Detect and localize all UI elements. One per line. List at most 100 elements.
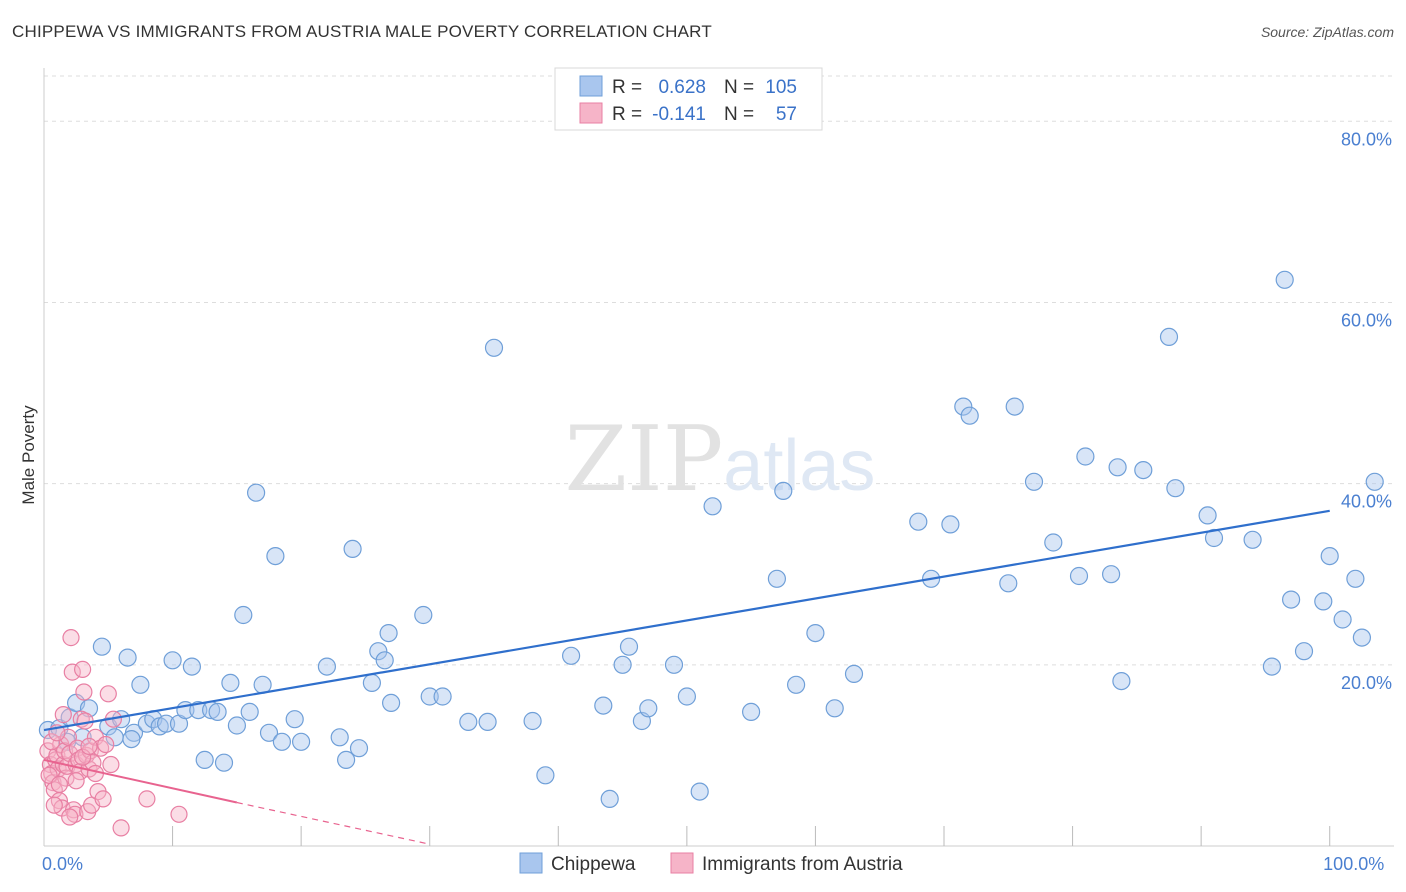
tick-labels: 20.0% 40.0% 60.0% 80.0% 0.0% 100.0% [42,129,1392,874]
austria-point-53 [67,772,85,790]
austria-point-26 [73,660,92,679]
chippewa-point-50 [478,712,497,732]
chippewa-point-9 [118,648,137,667]
chippewa-point-85 [1112,671,1131,691]
bottom-legend-swatch-austria [670,852,694,874]
chippewa-point-79 [1024,472,1044,491]
y-axis-label: Male Poverty [19,405,38,505]
legend-n-value-2: 57 [776,104,797,125]
chippewa-point-40 [349,739,369,758]
series-chippewa [38,270,1384,809]
chippewa-point-38 [337,750,356,770]
chippewa-point-49 [459,712,478,732]
austria-point-17 [62,628,80,647]
chippewa-point-62 [677,687,697,706]
austria-point-52 [61,808,79,826]
y-tick-label-0: 20.0% [1341,673,1392,693]
chippewa-point-5 [92,637,112,656]
legend-swatch-chippewa [579,75,603,97]
austria-point-47 [43,733,61,751]
austria-point-40 [99,685,117,703]
chippewa-point-52 [523,711,542,731]
legend-n-label-1: N = [724,77,754,98]
chippewa-point-67 [774,481,793,500]
chippewa-point-25 [221,673,240,693]
chippewa-point-83 [1101,565,1121,584]
chippewa-point-98 [1333,610,1352,629]
chippewa-point-69 [806,623,825,643]
chippewa-point-33 [272,732,291,751]
chippewa-point-55 [594,696,613,715]
watermark-zip: ZIP [565,407,724,512]
chippewa-point-61 [664,655,684,674]
chippewa-point-34 [285,710,304,729]
legend-n-label-2: N = [724,104,754,125]
chippewa-point-72 [909,512,928,531]
trend-line-chippewa [43,509,1330,732]
chippewa-point-31 [259,723,279,742]
austria-point-50 [50,775,69,794]
chippewa-point-27 [234,605,253,625]
austria-point-45 [170,805,188,823]
austria-point-43 [112,819,130,837]
chippewa-point-21 [195,750,214,770]
chippewa-point-91 [1243,530,1262,549]
legend-r-label-2: R = [612,104,642,125]
chippewa-point-51 [484,338,504,357]
legend-r-value-1: 0.628 [658,77,706,98]
chippewa-point-70 [825,699,844,718]
chippewa-point-66 [767,569,787,588]
legend-n-value-1: 105 [765,77,797,98]
y-tick-label-3: 80.0% [1341,129,1392,149]
trend-lines [43,509,1330,845]
chippewa-point-77 [999,574,1018,593]
x-tick-label-1: 100.0% [1323,854,1384,874]
chippewa-point-68 [786,675,806,694]
chippewa-point-53 [536,766,555,785]
chippewa-point-39 [343,539,362,559]
chippewa-point-75 [954,397,973,416]
chippewa-point-63 [690,782,709,801]
austria-point-54 [73,748,92,766]
chippewa-point-104 [122,729,141,749]
trend-line-austria [43,758,238,804]
austria-point-48 [45,796,63,814]
watermark: ZIPatlas [565,407,876,512]
bottom-legend-swatch-chippewa [519,852,543,874]
legend-r-label-1: R = [612,77,642,98]
chippewa-point-93 [1275,270,1294,289]
austria-point-44 [138,790,156,808]
watermark-atlas: atlas [723,426,875,506]
chippewa-point-15 [157,714,176,733]
chippewa-point-57 [613,655,632,674]
chippewa-point-23 [208,702,227,722]
bottom-legend: Chippewa Immigrants from Austria [519,852,903,875]
chippewa-point-48 [433,687,452,706]
chippewa-point-95 [1294,642,1314,661]
chippewa-point-71 [844,664,864,684]
chippewa-point-100 [1352,628,1372,647]
chippewa-point-19 [182,657,201,676]
chippewa-point-94 [1281,590,1301,609]
chippewa-point-47 [420,687,439,706]
chippewa-point-16 [163,651,182,670]
grid-lines [44,75,1394,666]
chippewa-point-80 [1044,533,1063,552]
chippewa-point-20 [189,700,208,720]
chippewa-point-46 [414,605,433,625]
y-tick-label-1: 40.0% [1341,492,1392,512]
chippewa-point-35 [292,732,311,751]
chippewa-point-88 [1166,479,1185,498]
chippewa-point-36 [317,657,336,676]
legend-swatch-austria [579,102,603,124]
chippewa-point-74 [941,515,960,534]
chippewa-point-43 [375,651,394,670]
chippewa-point-84 [1108,458,1127,477]
chippewa-point-99 [1346,569,1365,588]
austria-point-38 [94,790,112,808]
y-tick-label-2: 60.0% [1341,310,1392,330]
chippewa-point-60 [639,699,658,718]
chippewa-point-96 [1314,592,1333,611]
legend-box: R = 0.628 N = 105 R = -0.141 N = 57 [554,67,823,131]
